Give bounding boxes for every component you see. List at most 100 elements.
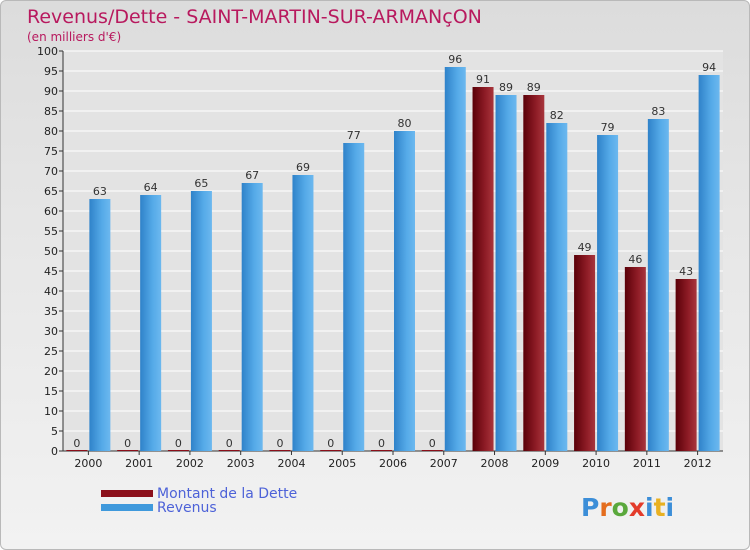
bar-revenue [292, 175, 314, 451]
x-axis: 2000 2001 2002 2003 2004 2005 2006 2007 2008 2009… [74, 451, 712, 470]
x-tick-label: 2002 [176, 457, 204, 470]
bar-debt [421, 450, 443, 451]
logo-letter: r [599, 493, 612, 522]
x-tick-label: 2003 [227, 457, 255, 470]
logo-letter: t [654, 493, 666, 522]
legend-swatch [101, 490, 153, 497]
bar-revenue [241, 183, 263, 451]
y-tick-label: 50 [44, 245, 58, 258]
bar-debt [117, 450, 139, 451]
bar-revenue [698, 75, 720, 451]
data-label: 0 [73, 437, 80, 450]
chart-title: Revenus/Dette - SAINT-MARTIN-SUR-ARMANçO… [27, 6, 482, 28]
y-tick-label: 60 [44, 205, 58, 218]
y-tick-label: 10 [44, 405, 58, 418]
data-label: 43 [679, 265, 693, 278]
data-label: 96 [448, 53, 462, 66]
bar-revenue [89, 199, 111, 451]
bar-revenue [343, 143, 365, 451]
data-label: 0 [276, 437, 283, 450]
bar-debt [167, 450, 189, 451]
bar-revenue [597, 135, 619, 451]
x-tick-label: 2001 [125, 457, 153, 470]
x-tick-label: 2009 [531, 457, 559, 470]
y-tick-label: 40 [44, 285, 58, 298]
y-tick-label: 100 [37, 45, 58, 58]
data-label: 79 [601, 121, 615, 134]
y-tick-label: 85 [44, 105, 58, 118]
bar-revenue [394, 131, 415, 451]
x-tick-label: 2005 [328, 457, 356, 470]
bar-revenue [647, 119, 669, 451]
data-label: 89 [527, 81, 541, 94]
y-tick-label: 0 [51, 445, 58, 458]
bar-debt [371, 450, 392, 451]
bar-debt [574, 255, 596, 451]
logo-letter: P [581, 493, 599, 522]
data-label: 0 [429, 437, 436, 450]
bar-debt [218, 450, 240, 451]
bar-revenue [444, 67, 466, 451]
logo-letter: i [666, 493, 675, 522]
data-label: 65 [194, 177, 208, 190]
y-tick-label: 90 [44, 85, 58, 98]
y-tick-label: 80 [44, 125, 58, 138]
data-label: 63 [93, 185, 107, 198]
data-label: 0 [124, 437, 131, 450]
data-label: 80 [398, 117, 412, 130]
y-tick-label: 25 [44, 345, 58, 358]
data-label: 0 [175, 437, 182, 450]
data-label: 77 [347, 129, 361, 142]
bar-debt [624, 267, 646, 451]
x-tick-label: 2008 [481, 457, 509, 470]
data-label: 83 [651, 105, 665, 118]
legend-label: Montant de la Dette [157, 486, 297, 502]
bar-debt [472, 87, 494, 451]
bar-debt [320, 450, 342, 451]
logo-letter: i [645, 493, 654, 522]
legend-label: Revenus [157, 500, 217, 516]
y-tick-label: 35 [44, 305, 58, 318]
proxiti-logo: Proxiti [581, 493, 674, 522]
bar-debt [523, 95, 545, 451]
data-label: 46 [628, 253, 642, 266]
y-tick-label: 5 [51, 425, 58, 438]
bar-debt [675, 279, 697, 451]
y-tick-label: 45 [44, 265, 58, 278]
logo-letter: o [612, 493, 629, 522]
x-tick-label: 2010 [582, 457, 610, 470]
data-label: 49 [578, 241, 592, 254]
x-tick-label: 2011 [633, 457, 661, 470]
data-label: 67 [245, 169, 259, 182]
y-tick-label: 70 [44, 165, 58, 178]
bar-revenue [140, 195, 162, 451]
y-tick-label: 20 [44, 365, 58, 378]
bar-debt [66, 450, 88, 451]
chart-subtitle: (en milliers d'€) [27, 30, 121, 44]
data-label: 0 [378, 437, 385, 450]
y-tick-label: 15 [44, 385, 58, 398]
y-tick-label: 30 [44, 325, 58, 338]
grid-lines [63, 50, 723, 452]
x-tick-label: 2000 [74, 457, 102, 470]
bars: 0 63 0 64 0 65 0 67 0 69 0 77 0 80 0 96 91 89 89 82 49 79 46 83… [66, 53, 720, 451]
x-tick-label: 2006 [379, 457, 407, 470]
data-label: 0 [226, 437, 233, 450]
bar-debt [269, 450, 291, 451]
data-label: 64 [144, 181, 158, 194]
y-tick-label: 55 [44, 225, 58, 238]
data-label: 82 [550, 109, 564, 122]
data-label: 69 [296, 161, 310, 174]
y-tick-label: 75 [44, 145, 58, 158]
legend-swatch [101, 504, 153, 511]
data-label: 89 [499, 81, 513, 94]
data-label: 0 [327, 437, 334, 450]
data-label: 91 [476, 73, 490, 86]
y-tick-label: 65 [44, 185, 58, 198]
data-label: 94 [702, 61, 716, 74]
x-tick-label: 2004 [277, 457, 305, 470]
y-tick-label: 95 [44, 65, 58, 78]
